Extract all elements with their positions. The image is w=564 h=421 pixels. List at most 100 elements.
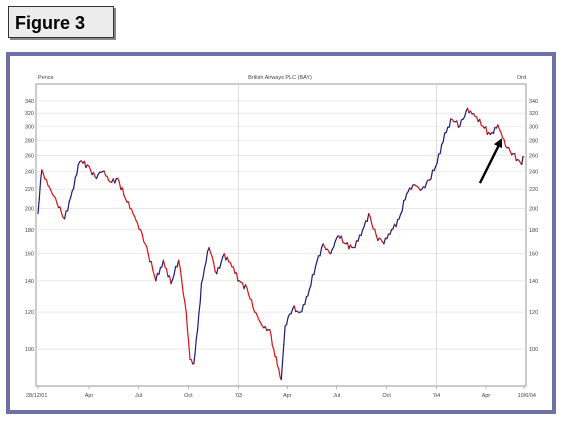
price-segment: [244, 284, 248, 289]
price-segment: [92, 171, 96, 178]
price-segment: [401, 200, 405, 212]
price-segment: [433, 165, 437, 172]
y-right-label: Ord: [517, 75, 526, 81]
y-tick-label-left: 140: [25, 279, 34, 285]
price-segment: [127, 201, 131, 210]
price-segment: [162, 259, 166, 268]
y-left-label: Pence: [38, 75, 54, 81]
price-segment: [173, 265, 177, 276]
y-tick-label-left: 160: [25, 252, 34, 258]
y-tick-label-right: 260: [529, 153, 538, 159]
price-segment: [39, 169, 43, 183]
price-segment: [383, 237, 386, 245]
price-segment: [340, 235, 344, 243]
y-tick-label-right: 320: [529, 111, 538, 117]
price-segment: [275, 356, 279, 367]
price-segment: [360, 229, 364, 237]
y-tick-label-left: 200: [25, 206, 34, 212]
figure-label: Figure 3: [8, 6, 114, 38]
x-tick-label: '03: [235, 393, 242, 399]
price-segment: [270, 334, 273, 347]
price-segment: [283, 325, 286, 346]
price-segment: [357, 234, 361, 242]
price-segment: [70, 190, 73, 198]
price-segment: [278, 368, 281, 378]
x-tick-label: '04: [433, 393, 440, 399]
price-segment: [226, 256, 230, 263]
price-segment: [492, 126, 496, 135]
price-segment: [346, 242, 350, 250]
price-segment: [198, 301, 201, 314]
price-segment: [124, 198, 128, 203]
y-tick-label-right: 280: [529, 138, 538, 144]
price-segment: [456, 120, 459, 128]
price-segment: [273, 348, 276, 357]
price-segment: [172, 274, 175, 281]
price-segment: [410, 184, 414, 190]
price-segment: [133, 215, 137, 222]
y-tick-label-left: 300: [25, 124, 34, 130]
price-segment: [41, 169, 44, 175]
price-segment: [152, 269, 155, 276]
y-tick-label-left: 280: [25, 138, 34, 144]
price-segment: [179, 267, 183, 281]
price-segment: [514, 152, 517, 162]
price-segment: [333, 240, 336, 248]
y-tick-label-right: 100: [529, 347, 538, 353]
x-tick-label: Apr: [283, 393, 292, 399]
y-tick-label-left: 320: [25, 111, 34, 117]
price-segment: [290, 308, 294, 315]
y-tick-label-right: 200: [529, 206, 538, 212]
price-segment: [301, 304, 304, 313]
price-segment: [199, 283, 202, 303]
y-tick-label-right: 180: [529, 228, 538, 234]
price-segment: [184, 300, 187, 313]
price-segment: [392, 223, 396, 230]
price-segment: [213, 262, 216, 272]
y-tick-label-right: 300: [529, 124, 538, 130]
price-segment: [63, 210, 67, 220]
price-segment: [60, 212, 64, 219]
price-segment: [509, 150, 513, 156]
price-segment: [95, 174, 99, 180]
price-segment: [37, 198, 40, 215]
price-segment: [316, 255, 320, 262]
x-tick-label: Oct: [382, 393, 391, 399]
price-segment: [369, 216, 373, 225]
price-segment: [73, 176, 76, 189]
price-segment: [140, 229, 143, 235]
price-segment: [50, 189, 54, 195]
price-segment: [308, 284, 312, 290]
price-segment: [121, 187, 125, 196]
price-segment: [216, 266, 219, 275]
x-tick-label: Jul: [333, 393, 340, 399]
price-segment: [56, 202, 60, 209]
price-segment: [257, 316, 260, 321]
y-tick-label-left: 100: [25, 347, 34, 353]
x-tick-label: Apr: [482, 393, 491, 399]
y-tick-label-right: 340: [529, 99, 538, 105]
price-segment: [106, 175, 110, 182]
price-segment: [88, 165, 92, 171]
price-segment: [89, 169, 93, 176]
price-segment: [165, 268, 169, 278]
price-segment: [395, 219, 399, 228]
price-segment: [202, 267, 206, 279]
y-tick-label-right: 220: [529, 187, 538, 193]
price-segment: [211, 255, 215, 264]
price-segment: [229, 261, 233, 268]
price-segment: [327, 248, 330, 254]
price-segment: [168, 275, 172, 285]
price-segment: [485, 126, 488, 135]
price-segment: [497, 124, 501, 131]
price-segment: [155, 272, 158, 282]
price-segment: [407, 187, 411, 193]
price-segment: [83, 160, 87, 169]
arrow-shaft: [478, 142, 502, 184]
price-segment: [170, 278, 174, 285]
x-tick-label: Oct: [184, 393, 193, 399]
price-segment: [114, 178, 117, 184]
price-segment: [146, 246, 149, 255]
y-tick-label-left: 120: [25, 310, 34, 316]
